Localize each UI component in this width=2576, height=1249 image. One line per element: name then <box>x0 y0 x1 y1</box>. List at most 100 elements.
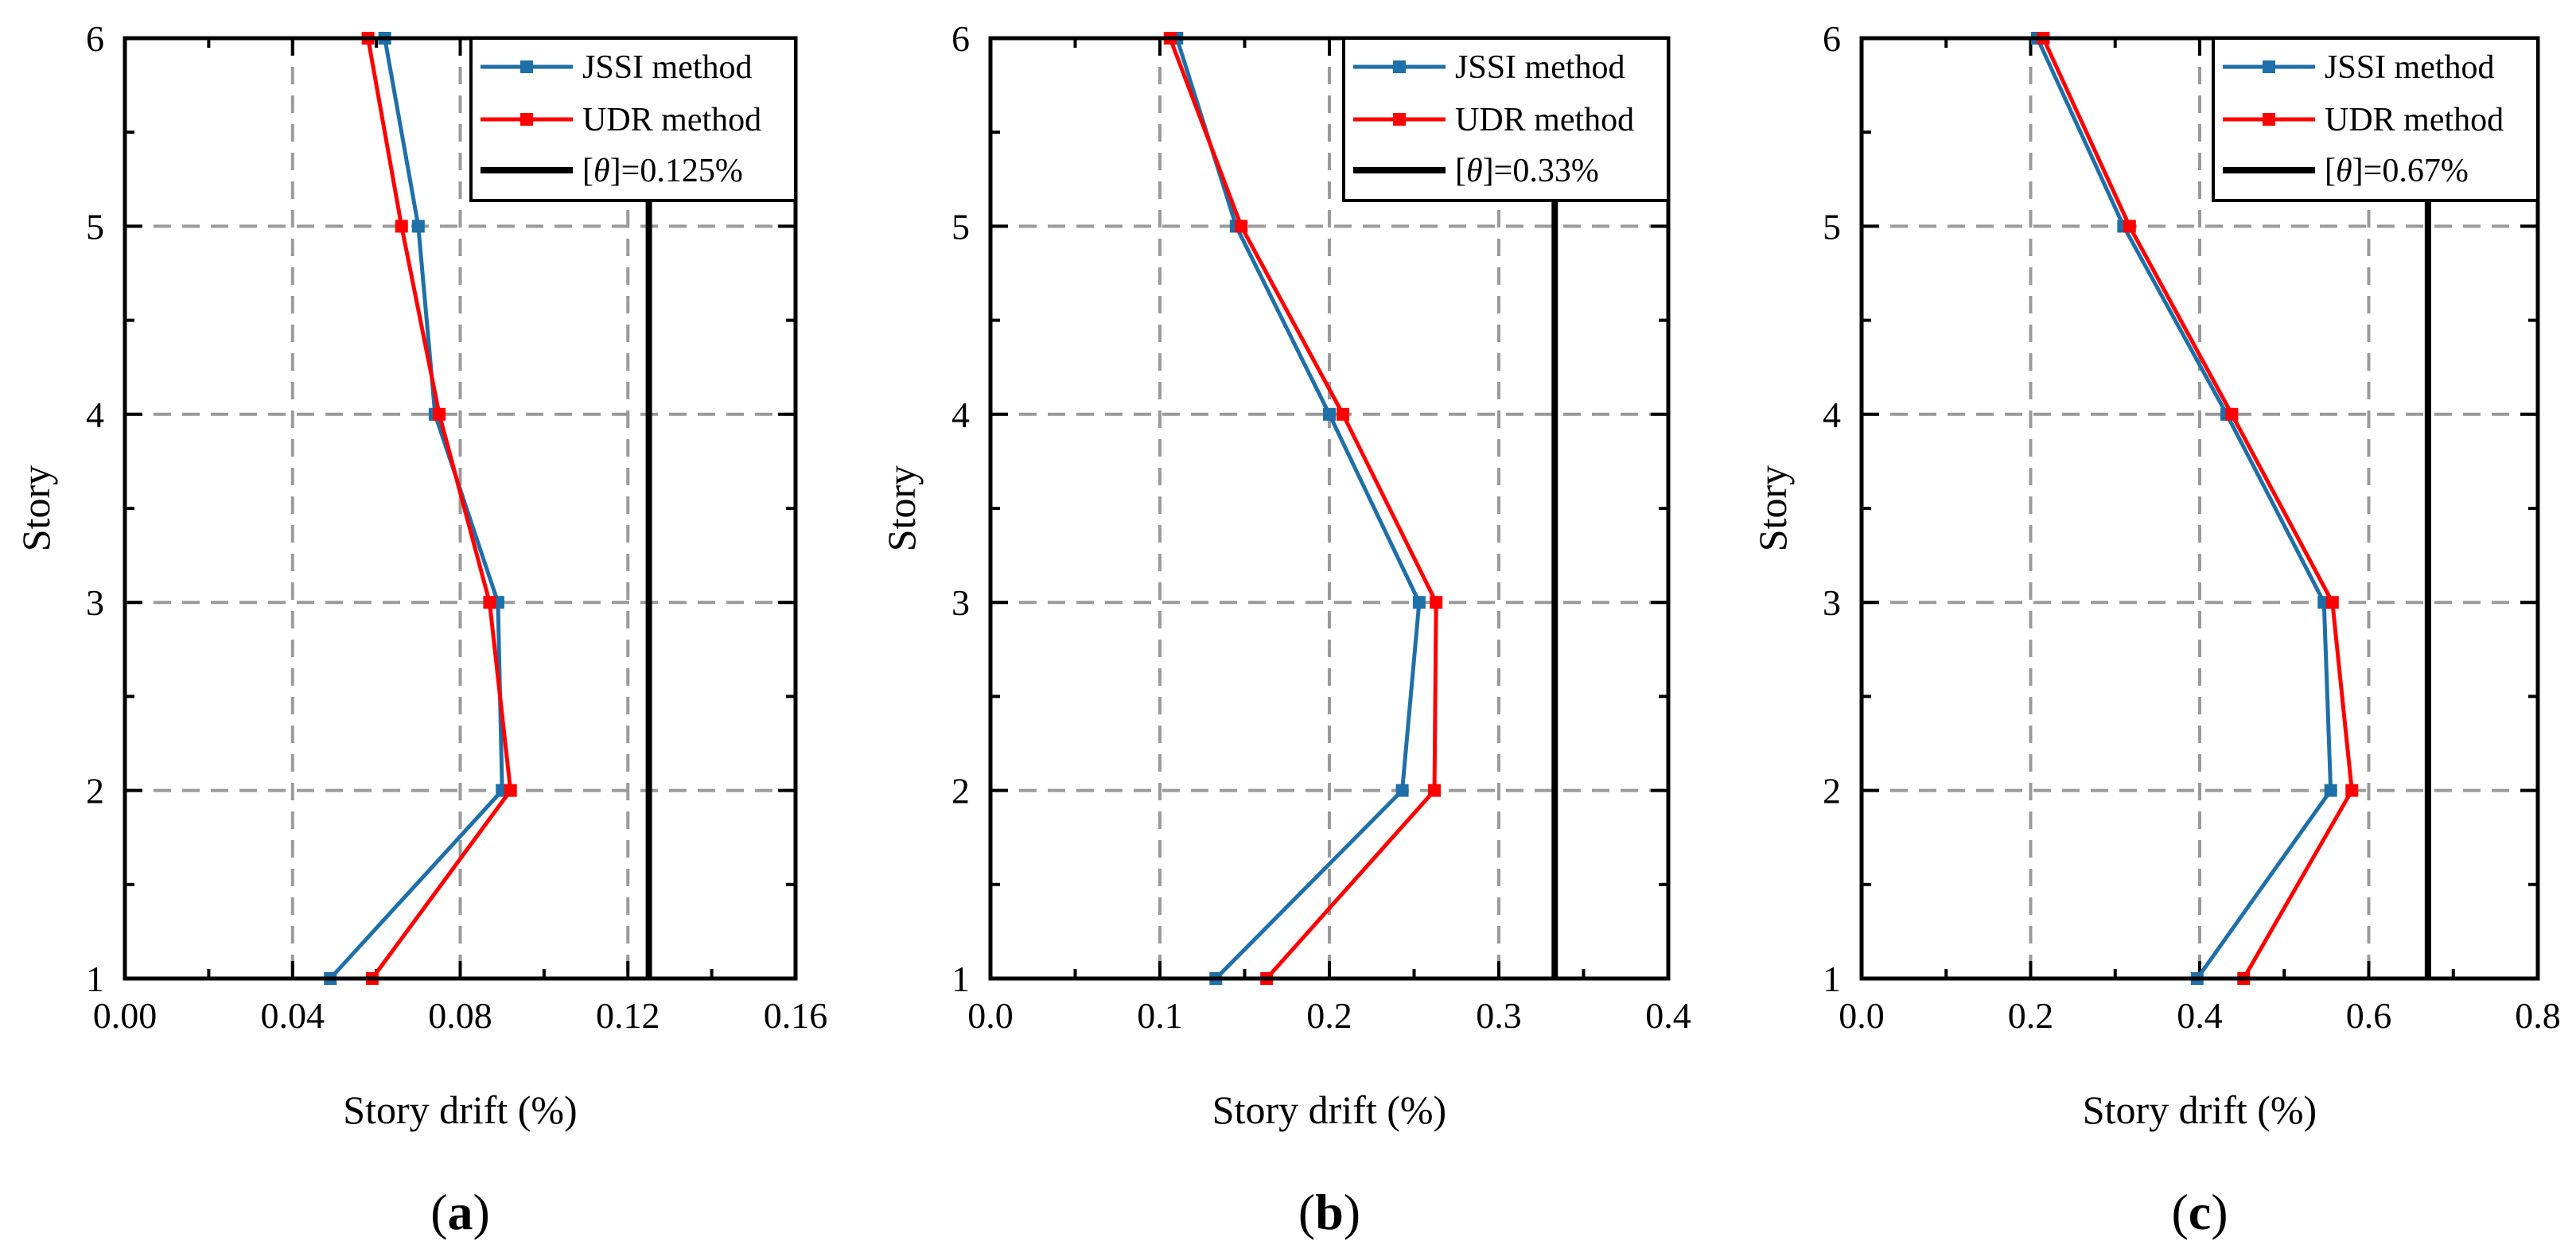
x-tick-label: 0.08 <box>428 995 492 1036</box>
data-point-udr <box>1337 407 1350 421</box>
y-tick-label: 2 <box>951 771 970 811</box>
panel-label: (c) <box>2171 1184 2228 1240</box>
y-tick-label: 1 <box>86 959 104 999</box>
data-point-jssi <box>1412 596 1426 609</box>
x-axis-title: Story drift (%) <box>2083 1088 2317 1132</box>
y-axis-title: Story <box>14 465 58 551</box>
series-line-udr <box>1168 37 1438 980</box>
panel-label-close: ) <box>1344 1184 1360 1240</box>
data-point-udr <box>395 220 408 233</box>
x-tick-label: 0.4 <box>2177 995 2223 1036</box>
y-tick-label: 1 <box>951 959 970 999</box>
x-tick-label: 0.2 <box>1306 995 1352 1036</box>
legend-label-limit: [θ]=0.33% <box>1455 153 1599 189</box>
data-point-jssi <box>1323 407 1336 421</box>
legend: JSSI method UDR method [θ]=0.33% <box>1342 37 1670 202</box>
x-tick-label: 0.3 <box>1476 995 1522 1036</box>
legend-label-udr: UDR method <box>582 102 761 138</box>
data-point-udr <box>433 407 446 421</box>
panel-label-open: ( <box>430 1184 447 1240</box>
y-tick-label: 3 <box>951 582 970 623</box>
panel-label-letter: c <box>2189 1184 2211 1240</box>
legend-label-udr: UDR method <box>1455 102 1634 138</box>
legend-swatch-marker <box>1393 60 1406 73</box>
panel-label: (a) <box>430 1184 490 1240</box>
legend-limit-symbol: θ <box>593 153 610 189</box>
x-tick-label: 0.04 <box>261 995 325 1036</box>
legend-swatch-marker <box>1393 113 1406 126</box>
y-tick-label: 4 <box>951 395 970 435</box>
data-point-udr <box>2123 220 2136 233</box>
panel-label-close: ) <box>2211 1184 2228 1240</box>
series-line-jssi <box>2035 37 2333 980</box>
y-tick-label: 4 <box>1823 395 1841 435</box>
legend-label-udr: UDR method <box>2325 102 2504 138</box>
legend-limit-suffix: ]=0.67% <box>2352 153 2469 189</box>
y-tick-label: 2 <box>86 771 104 811</box>
series-line-udr <box>366 37 513 980</box>
y-axis-title: Story <box>1750 465 1795 551</box>
y-tick-label: 3 <box>86 582 104 623</box>
x-tick-label: 0.2 <box>2008 995 2054 1036</box>
y-tick-label: 2 <box>1823 771 1841 811</box>
data-point-udr <box>2225 407 2239 421</box>
data-point-jssi <box>1395 784 1409 797</box>
x-tick-label: 0.8 <box>2515 995 2561 1036</box>
x-tick-label: 0.1 <box>1137 995 1183 1036</box>
x-tick-label: 0.0 <box>1839 995 1885 1036</box>
legend-limit-suffix: ]=0.33% <box>1483 153 1599 189</box>
x-tick-label: 0.16 <box>764 995 828 1036</box>
legend-label-jssi: JSSI method <box>2325 49 2495 86</box>
legend-swatch-marker <box>2263 60 2275 73</box>
legend-limit-prefix: [ <box>1455 153 1466 189</box>
y-axis-title: Story <box>879 465 924 551</box>
y-tick-label: 4 <box>86 395 104 435</box>
panel-label-letter: b <box>1315 1184 1344 1240</box>
legend-limit-prefix: [ <box>582 153 593 189</box>
y-tick-label: 6 <box>86 18 104 59</box>
x-tick-label: 0.00 <box>93 995 158 1036</box>
chart-panel-b: 0.0 0.1 0.2 0.3 0.4 1 2 3 4 5 6 Story drift (%) Stor… <box>879 18 1691 1240</box>
y-tick-label: 5 <box>951 206 970 247</box>
legend-swatch-marker <box>520 60 533 73</box>
y-tick-label: 1 <box>1823 959 1841 999</box>
chart-panel-a: 0.00 0.04 0.08 0.12 0.16 1 2 3 4 5 6 Story drift (%… <box>14 18 827 1240</box>
legend-swatch-marker <box>520 113 533 126</box>
data-point-jssi <box>411 220 425 233</box>
data-point-udr <box>504 784 517 797</box>
legend: JSSI method UDR method [θ]=0.125% <box>469 37 797 202</box>
plot-frame <box>123 36 798 981</box>
x-tick-label: 0.12 <box>596 995 660 1036</box>
legend-limit-prefix: [ <box>2325 153 2336 189</box>
data-point-udr <box>483 596 496 609</box>
legend-label-jssi: JSSI method <box>582 49 753 86</box>
panel-label-letter: a <box>448 1184 473 1240</box>
plot-frame <box>988 36 1671 981</box>
chart-panel-c: 0.0 0.2 0.4 0.6 0.8 1 2 3 4 5 6 Story drift (%) Stor… <box>1750 18 2561 1240</box>
legend-swatch-marker <box>2263 113 2275 126</box>
x-axis-title: Story drift (%) <box>343 1088 577 1132</box>
legend-limit-symbol: θ <box>1466 153 1483 189</box>
y-tick-label: 6 <box>951 18 970 59</box>
y-tick-label: 5 <box>86 206 104 247</box>
y-tick-label: 5 <box>1823 206 1841 247</box>
legend-label-jssi: JSSI method <box>1455 49 1625 86</box>
x-tick-label: 0.4 <box>1645 995 1691 1036</box>
legend-label-limit: [θ]=0.67% <box>2325 153 2469 189</box>
panel-label-open: ( <box>1298 1184 1315 1240</box>
data-point-udr <box>2325 596 2339 609</box>
series-line-jssi <box>329 37 504 980</box>
series-line-udr <box>2041 37 2354 980</box>
legend-limit-symbol: θ <box>2336 153 2352 189</box>
data-point-udr <box>1428 784 1442 797</box>
data-point-udr <box>1235 220 1248 233</box>
legend: JSSI method UDR method [θ]=0.67% <box>2212 37 2539 202</box>
data-point-udr <box>2345 784 2359 797</box>
panel-label-close: ) <box>473 1184 490 1240</box>
y-tick-label: 6 <box>1823 18 1841 59</box>
legend-limit-suffix: ]=0.125% <box>610 153 743 189</box>
panel-label: (b) <box>1298 1184 1360 1240</box>
x-tick-label: 0.0 <box>967 995 1014 1036</box>
plot-frame <box>1859 36 2540 981</box>
x-axis-title: Story drift (%) <box>1212 1088 1446 1132</box>
